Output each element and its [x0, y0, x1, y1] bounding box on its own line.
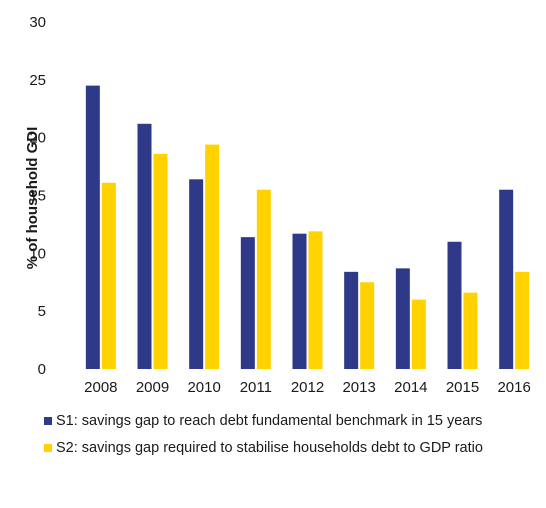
bar-series-group — [85, 85, 530, 369]
y-tick-label: 20 — [29, 130, 46, 147]
bar-s2-2015 — [463, 292, 478, 369]
bar-s2-2008 — [101, 182, 116, 369]
bar-s2-2009 — [153, 153, 168, 369]
legend-item-s2: S2: savings gap required to stabilise ho… — [40, 439, 540, 458]
x-tick-label: 2009 — [136, 379, 169, 396]
bar-s2-2011 — [256, 189, 271, 369]
x-axis-ticks: 2008 2009 2010 2011 2012 2013 2014 2015 2016 — [84, 379, 531, 396]
x-tick-label: 2012 — [291, 379, 324, 396]
y-tick-label: 10 — [29, 245, 46, 262]
y-axis-ticks: 0 5 10 15 20 25 30 — [29, 14, 46, 378]
bar-s1-2016 — [499, 189, 514, 369]
bar-s2-2016 — [515, 271, 530, 369]
legend-label-s1: S1: savings gap to reach debt fundamenta… — [56, 413, 483, 429]
legend-label-s2: S2: savings gap required to stabilise ho… — [56, 440, 483, 456]
y-tick-label: 5 — [38, 303, 46, 320]
bar-s1-2011 — [240, 237, 255, 369]
bar-s1-2009 — [137, 123, 152, 369]
bar-s1-2015 — [447, 241, 462, 369]
bar-s1-2010 — [189, 179, 204, 369]
y-tick-label: 0 — [38, 361, 46, 378]
bar-s2-2013 — [360, 282, 375, 369]
x-tick-label: 2015 — [446, 379, 479, 396]
bar-s1-2012 — [292, 233, 307, 369]
legend-swatch-s1 — [44, 417, 52, 425]
x-tick-label: 2008 — [84, 379, 117, 396]
x-tick-label: 2011 — [240, 379, 272, 396]
x-tick-label: 2016 — [497, 379, 530, 396]
x-tick-label: 2013 — [342, 379, 375, 396]
bar-s1-2014 — [395, 268, 410, 369]
y-tick-label: 30 — [29, 14, 46, 31]
bar-s2-2014 — [411, 299, 426, 369]
bar-chart: % of household GDI 0 5 10 15 20 25 30 2008 2009… — [24, 14, 531, 396]
bar-s2-2010 — [205, 144, 220, 369]
legend-item-s1: S1: savings gap to reach debt fundamenta… — [40, 412, 540, 431]
y-tick-label: 25 — [29, 72, 46, 89]
bar-s1-2013 — [344, 271, 359, 369]
y-axis-label: % of household GDI — [24, 127, 41, 270]
y-tick-label: 15 — [29, 188, 46, 205]
x-tick-label: 2010 — [187, 379, 220, 396]
legend-swatch-s2 — [44, 444, 52, 452]
legend: S1: savings gap to reach debt fundamenta… — [40, 412, 540, 466]
x-tick-label: 2014 — [394, 379, 427, 396]
bar-s1-2008 — [85, 85, 100, 369]
bar-s2-2012 — [308, 231, 323, 369]
